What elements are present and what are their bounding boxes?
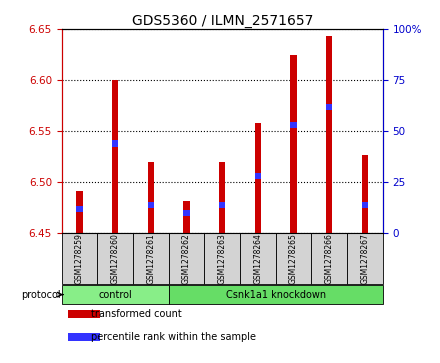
Bar bbox=[62, 233, 97, 284]
Bar bbox=[76, 206, 83, 212]
Text: GSM1278263: GSM1278263 bbox=[218, 233, 227, 284]
Bar bbox=[347, 233, 383, 284]
Text: GSM1278261: GSM1278261 bbox=[147, 233, 155, 284]
Text: percentile rank within the sample: percentile rank within the sample bbox=[91, 332, 256, 342]
Text: GSM1278264: GSM1278264 bbox=[253, 233, 262, 284]
Text: GSM1278259: GSM1278259 bbox=[75, 233, 84, 284]
Text: protocol: protocol bbox=[21, 290, 61, 299]
Text: GSM1278260: GSM1278260 bbox=[110, 233, 120, 284]
Bar bbox=[312, 233, 347, 284]
Bar bbox=[290, 54, 297, 233]
Bar bbox=[147, 202, 154, 208]
Bar bbox=[326, 104, 333, 110]
Bar bbox=[68, 310, 100, 318]
Text: control: control bbox=[98, 290, 132, 299]
Bar bbox=[183, 201, 190, 233]
Bar bbox=[76, 191, 83, 233]
Text: Csnk1a1 knockdown: Csnk1a1 knockdown bbox=[226, 290, 326, 299]
Bar bbox=[133, 233, 169, 284]
Bar bbox=[169, 285, 383, 304]
Bar bbox=[68, 333, 100, 341]
Bar bbox=[290, 122, 297, 128]
Bar bbox=[362, 202, 368, 208]
Text: GSM1278267: GSM1278267 bbox=[360, 233, 370, 284]
Bar bbox=[97, 233, 133, 284]
Bar bbox=[147, 162, 154, 233]
Bar bbox=[219, 162, 225, 233]
Bar bbox=[219, 202, 225, 208]
Text: GSM1278266: GSM1278266 bbox=[325, 233, 334, 284]
Bar bbox=[169, 233, 204, 284]
Bar bbox=[112, 140, 118, 147]
Text: GSM1278265: GSM1278265 bbox=[289, 233, 298, 284]
Bar bbox=[326, 36, 333, 233]
Bar bbox=[112, 80, 118, 233]
Bar bbox=[204, 233, 240, 284]
Bar bbox=[255, 173, 261, 179]
Text: GSM1278262: GSM1278262 bbox=[182, 233, 191, 284]
Title: GDS5360 / ILMN_2571657: GDS5360 / ILMN_2571657 bbox=[132, 14, 313, 28]
Bar bbox=[255, 123, 261, 233]
Bar bbox=[362, 155, 368, 233]
Bar bbox=[62, 285, 169, 304]
Bar bbox=[183, 210, 190, 216]
Bar bbox=[240, 233, 276, 284]
Bar bbox=[276, 233, 312, 284]
Text: transformed count: transformed count bbox=[91, 309, 181, 319]
